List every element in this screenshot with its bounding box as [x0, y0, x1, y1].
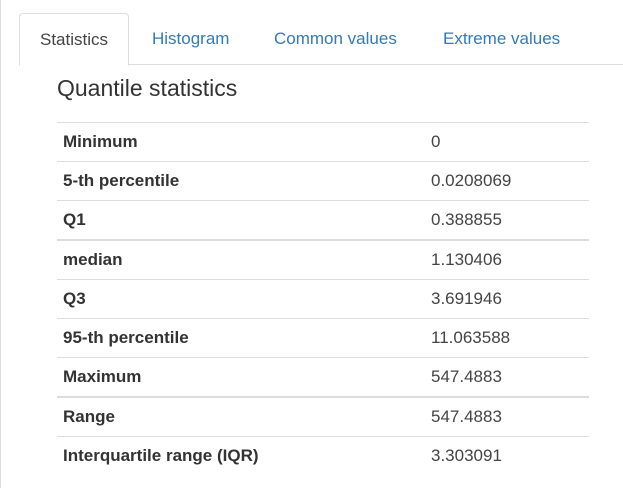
stat-value: 547.4883	[425, 357, 589, 397]
table-row: median 1.130406	[57, 239, 589, 280]
table-row: Maximum 547.4883	[57, 357, 589, 397]
table-row: Q1 0.388855	[57, 200, 589, 240]
stat-value: 0.0208069	[425, 161, 589, 201]
stat-label: Q1	[57, 200, 425, 240]
stat-value: 3.691946	[425, 279, 589, 319]
table-row: Range 547.4883	[57, 396, 589, 437]
stat-label: Maximum	[57, 357, 425, 397]
table-row: Interquartile range (IQR) 3.303091	[57, 436, 589, 475]
stat-value: 1.130406	[425, 239, 589, 280]
stat-label: 5-th percentile	[57, 161, 425, 201]
tab-extreme-values[interactable]: Extreme values	[443, 29, 561, 48]
stat-value: 0	[425, 122, 589, 162]
stat-label: Range	[57, 396, 425, 437]
stat-label: Interquartile range (IQR)	[57, 436, 425, 475]
table-row: 95-th percentile 11.063588	[57, 318, 589, 358]
stat-value: 3.303091	[425, 436, 589, 475]
stat-value: 0.388855	[425, 200, 589, 240]
tab-histogram[interactable]: Histogram	[152, 29, 230, 48]
stat-label: median	[57, 239, 425, 280]
tab-common-values[interactable]: Common values	[274, 29, 397, 48]
stat-label: Q3	[57, 279, 425, 319]
tab-bar: Statistics Histogram Common values Extre…	[19, 13, 623, 66]
stat-label: 95-th percentile	[57, 318, 425, 358]
quantile-statistics-table: Minimum 0 5-th percentile 0.0208069 Q1 0…	[57, 122, 589, 475]
stat-label: Minimum	[57, 122, 425, 162]
tab-statistics[interactable]: Statistics	[19, 13, 129, 66]
table-row: 5-th percentile 0.0208069	[57, 161, 589, 201]
table-row: Minimum 0	[57, 122, 589, 162]
section-title: Quantile statistics	[57, 75, 238, 101]
table-row: Q3 3.691946	[57, 279, 589, 319]
stat-value: 11.063588	[425, 318, 589, 358]
stat-value: 547.4883	[425, 396, 589, 437]
